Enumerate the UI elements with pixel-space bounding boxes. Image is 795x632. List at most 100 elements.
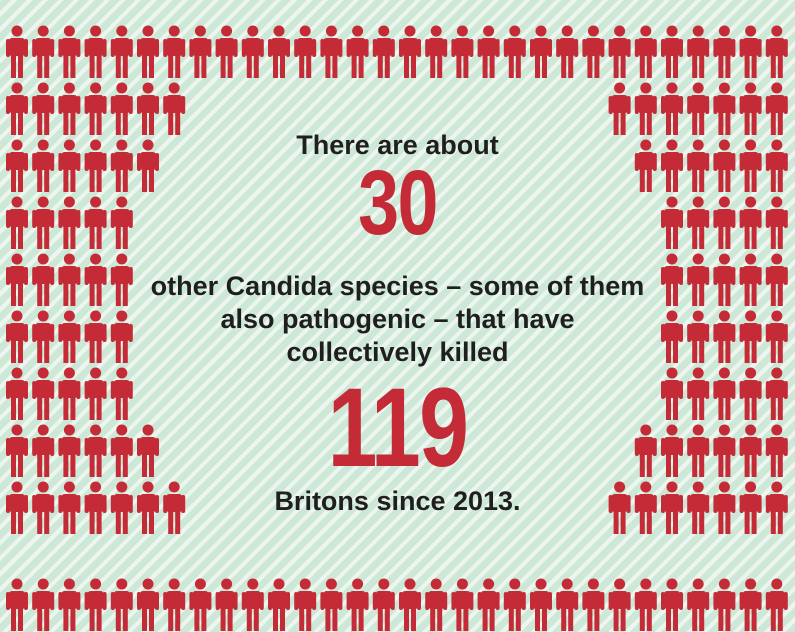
person-icon <box>739 25 762 78</box>
person-icon <box>687 82 710 135</box>
person-icon <box>582 578 605 631</box>
person-icon <box>32 253 55 306</box>
person-icon <box>634 578 657 631</box>
person-icon <box>739 578 762 631</box>
person-icon <box>713 367 736 420</box>
person-icon <box>661 310 683 363</box>
person-icon <box>739 82 762 135</box>
person-icon <box>765 367 788 420</box>
person-icon <box>58 481 81 534</box>
person-icon <box>608 82 631 135</box>
person-icon <box>713 25 736 78</box>
person-icon <box>739 367 762 420</box>
person-icon <box>503 25 526 78</box>
person-icon <box>58 82 81 135</box>
person-icon <box>346 25 369 78</box>
death-count: 119 <box>150 365 645 490</box>
person-icon <box>739 139 762 192</box>
person-icon <box>215 578 238 631</box>
person-icon <box>32 25 55 78</box>
person-icon <box>582 25 605 78</box>
person-icon <box>84 481 107 534</box>
person-icon <box>661 82 683 135</box>
person-icon <box>765 481 788 534</box>
person-icon <box>110 424 133 477</box>
person-icon <box>137 578 159 631</box>
person-icon <box>451 578 474 631</box>
person-icon <box>503 578 526 631</box>
person-icon <box>425 25 448 78</box>
person-icon <box>58 139 81 192</box>
person-icon <box>84 578 107 631</box>
person-icon <box>451 25 474 78</box>
person-icon <box>687 578 710 631</box>
person-icon <box>110 82 133 135</box>
person-icon <box>634 25 657 78</box>
person-icon <box>84 139 107 192</box>
person-icon <box>84 82 107 135</box>
person-icon <box>241 578 264 631</box>
person-icon <box>32 82 55 135</box>
person-icon <box>32 481 55 534</box>
person-icon <box>530 578 552 631</box>
person-icon <box>661 196 683 249</box>
person-icon <box>58 424 81 477</box>
person-icon <box>765 578 788 631</box>
person-icon <box>32 196 55 249</box>
person-icon <box>84 424 107 477</box>
person-icon <box>399 578 421 631</box>
person-icon <box>661 578 683 631</box>
person-icon <box>268 25 290 78</box>
person-icon <box>425 578 448 631</box>
person-icon <box>765 82 788 135</box>
person-icon <box>58 253 81 306</box>
person-icon <box>163 578 186 631</box>
person-icon <box>687 25 710 78</box>
person-icon <box>556 25 579 78</box>
intro-text: There are about <box>296 130 499 160</box>
person-icon <box>32 310 55 363</box>
person-icon <box>739 481 762 534</box>
person-icon <box>6 139 28 192</box>
person-icon <box>84 367 107 420</box>
person-icon <box>372 25 395 78</box>
person-icon <box>713 424 736 477</box>
person-icon <box>608 578 631 631</box>
person-icon <box>687 139 710 192</box>
person-icon <box>608 25 631 78</box>
person-icon <box>713 253 736 306</box>
person-icon <box>241 25 264 78</box>
person-icon <box>687 253 710 306</box>
person-icon <box>32 424 55 477</box>
person-icon <box>84 310 107 363</box>
death-count-number: 119 <box>327 365 469 490</box>
person-icon <box>346 578 369 631</box>
person-icon <box>713 139 736 192</box>
species-count-number: 30 <box>358 152 438 254</box>
person-icon <box>556 578 579 631</box>
person-icon <box>661 253 683 306</box>
person-icon <box>137 82 159 135</box>
person-icon <box>739 253 762 306</box>
person-icon <box>58 578 81 631</box>
person-icon <box>687 310 710 363</box>
person-icon <box>661 367 683 420</box>
person-icon <box>163 82 186 135</box>
person-icon <box>687 196 710 249</box>
person-icon <box>110 310 133 363</box>
person-icon <box>320 578 343 631</box>
person-icon <box>713 196 736 249</box>
person-icon <box>661 424 683 477</box>
person-icon <box>713 578 736 631</box>
person-icon <box>294 578 317 631</box>
person-icon <box>6 196 28 249</box>
person-icon <box>765 25 788 78</box>
person-icon <box>215 25 238 78</box>
person-icon <box>32 139 55 192</box>
person-icon <box>268 578 290 631</box>
person-icon <box>110 253 133 306</box>
person-icon <box>765 139 788 192</box>
person-icon <box>634 82 657 135</box>
person-icon <box>739 196 762 249</box>
person-icon <box>477 578 500 631</box>
